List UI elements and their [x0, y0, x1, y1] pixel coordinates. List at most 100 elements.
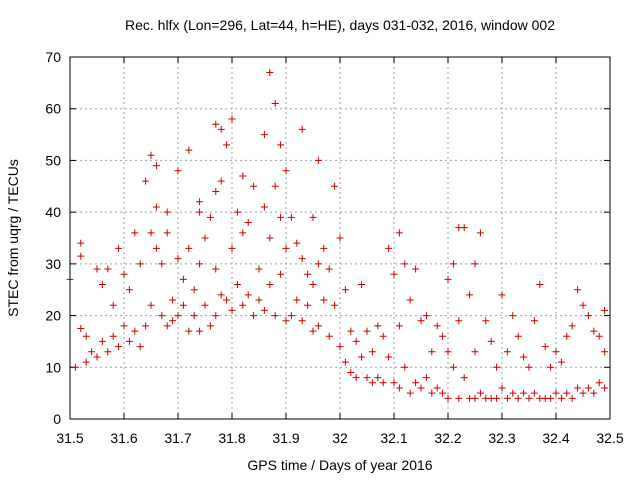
data-point [190, 312, 198, 320]
data-point [309, 213, 317, 221]
data-point [422, 374, 430, 382]
data-point [147, 151, 155, 159]
data-point [449, 363, 457, 371]
data-point [595, 379, 603, 387]
data-point [293, 239, 301, 247]
data-point [520, 389, 528, 397]
data-point [314, 322, 322, 330]
data-point [142, 177, 150, 185]
data-point [179, 301, 187, 309]
data-point [152, 203, 160, 211]
data-point [131, 229, 139, 237]
data-point [498, 291, 506, 299]
data-point [293, 296, 301, 304]
data-point [482, 317, 490, 325]
data-point [552, 348, 560, 356]
data-point [390, 379, 398, 387]
data-point [325, 332, 333, 340]
x-tick-label: 31.7 [164, 430, 191, 446]
data-point [163, 208, 171, 216]
data-point [77, 239, 85, 247]
data-point [530, 389, 538, 397]
data-point [185, 244, 193, 252]
data-point [82, 332, 90, 340]
data-point [309, 327, 317, 335]
data-point [584, 384, 592, 392]
data-point [325, 265, 333, 273]
data-point [77, 325, 85, 332]
data-point [568, 322, 576, 330]
data-point [601, 384, 609, 392]
data-point [266, 69, 274, 77]
data-point [212, 265, 220, 273]
data-point [428, 348, 436, 356]
data-point [476, 229, 484, 237]
data-point [536, 281, 544, 289]
data-point [212, 187, 220, 195]
x-tick-label: 31.6 [110, 430, 137, 446]
data-point [174, 312, 182, 320]
data-point [579, 301, 587, 309]
data-point [255, 296, 263, 304]
data-point [163, 322, 171, 330]
data-point [379, 379, 387, 387]
data-point [547, 394, 555, 402]
data-point [179, 275, 187, 283]
data-point [277, 270, 285, 278]
data-point [277, 141, 285, 149]
x-tick-label: 32.2 [434, 430, 461, 446]
data-point [557, 358, 565, 366]
data-point [223, 141, 231, 149]
data-point [260, 203, 268, 211]
data-point [206, 322, 214, 330]
data-point [471, 260, 479, 268]
data-point [476, 389, 484, 397]
data-point [563, 389, 571, 397]
data-point [228, 115, 236, 123]
data-point [282, 317, 290, 325]
data-point [147, 229, 155, 237]
x-axis-label: GPS time / Days of year 2016 [247, 457, 432, 473]
data-point [368, 348, 376, 356]
data-point [196, 208, 204, 216]
data-point [406, 296, 414, 304]
x-tick-label: 31.9 [272, 430, 299, 446]
data-point [260, 131, 268, 139]
data-point [552, 389, 560, 397]
y-tick-label: 50 [45, 152, 61, 168]
data-point [104, 348, 112, 356]
data-point [444, 348, 452, 356]
data-point [125, 337, 133, 345]
data-point [212, 312, 220, 320]
x-tick-labels: 31.5 31.6 31.7 31.8 31.9 32 32.1 32.2 32.3 32.4 32… [56, 430, 623, 446]
data-point [417, 317, 425, 325]
data-point [363, 327, 371, 335]
data-point [341, 286, 349, 294]
data-point [530, 317, 538, 325]
y-tick-label: 60 [45, 101, 61, 117]
data-point [493, 394, 501, 402]
data-point [304, 270, 312, 278]
data-point [352, 374, 360, 382]
data-point [520, 353, 528, 361]
data-point [439, 389, 447, 397]
data-point [217, 125, 225, 133]
data-point [385, 353, 393, 361]
data-point [287, 312, 295, 320]
data-point [433, 384, 441, 392]
data-point [401, 363, 409, 371]
data-point [239, 301, 247, 309]
data-point [158, 312, 166, 320]
data-point [406, 389, 414, 397]
data-point [471, 394, 479, 402]
y-tick-label: 70 [45, 49, 61, 65]
y-tick-label: 40 [45, 204, 61, 220]
data-point [228, 306, 236, 314]
data-point [314, 260, 322, 268]
data-point [493, 363, 501, 371]
data-point [271, 312, 279, 320]
data-point [298, 125, 306, 133]
data-point [260, 306, 268, 314]
data-point [217, 291, 225, 299]
y-tick-label: 20 [45, 308, 61, 324]
